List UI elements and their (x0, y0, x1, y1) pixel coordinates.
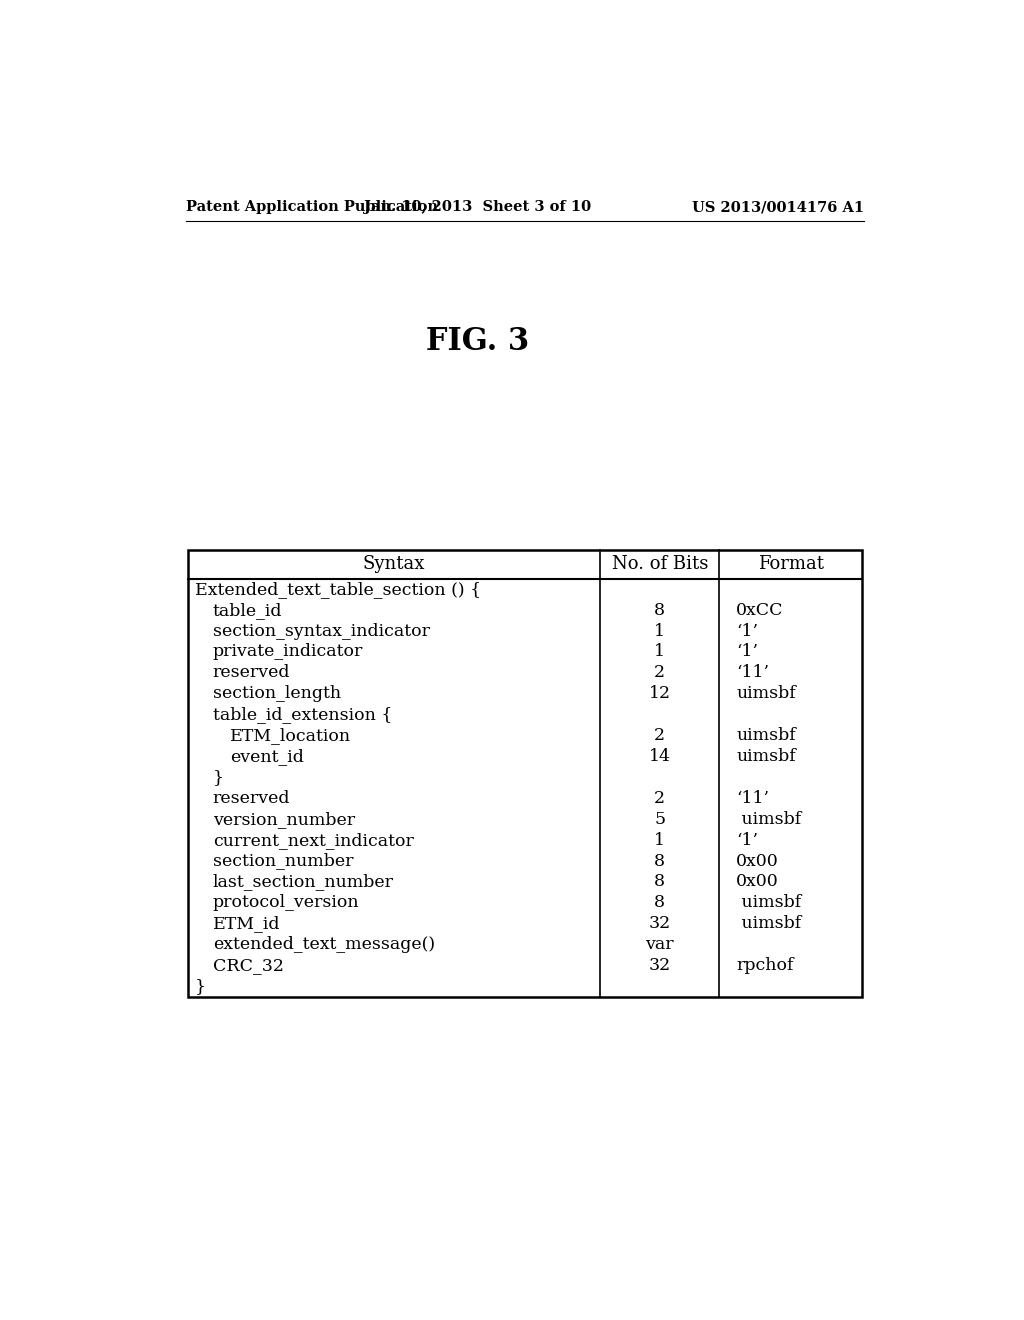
Text: 12: 12 (648, 685, 671, 702)
Text: 0xCC: 0xCC (736, 602, 783, 619)
Text: extended_text_message(): extended_text_message() (213, 936, 435, 953)
Text: uimsbf: uimsbf (736, 915, 802, 932)
Text: 2: 2 (654, 664, 666, 681)
Text: section_number: section_number (213, 853, 353, 870)
Text: var: var (645, 936, 674, 953)
Text: ‘1’: ‘1’ (736, 643, 759, 660)
Text: 14: 14 (649, 748, 671, 766)
Text: reserved: reserved (213, 789, 290, 807)
Text: 8: 8 (654, 602, 666, 619)
Text: 1: 1 (654, 832, 666, 849)
Text: last_section_number: last_section_number (213, 874, 394, 891)
Text: CRC_32: CRC_32 (213, 957, 284, 974)
Text: 2: 2 (654, 789, 666, 807)
Text: 0x00: 0x00 (736, 853, 779, 870)
Text: uimsbf: uimsbf (736, 810, 802, 828)
Text: table_id_extension {: table_id_extension { (213, 706, 392, 723)
Text: uimsbf: uimsbf (736, 895, 802, 911)
Text: Jan. 10, 2013  Sheet 3 of 10: Jan. 10, 2013 Sheet 3 of 10 (364, 201, 591, 214)
Text: No. of Bits: No. of Bits (611, 556, 708, 573)
Text: 32: 32 (648, 957, 671, 974)
Text: ‘11’: ‘11’ (736, 789, 769, 807)
Text: 8: 8 (654, 853, 666, 870)
Text: 1: 1 (654, 643, 666, 660)
Text: private_indicator: private_indicator (213, 643, 364, 660)
Text: current_next_indicator: current_next_indicator (213, 832, 414, 849)
Text: 5: 5 (654, 810, 666, 828)
Text: ETM_id: ETM_id (213, 915, 281, 932)
Text: uimsbf: uimsbf (736, 748, 796, 766)
Text: US 2013/0014176 A1: US 2013/0014176 A1 (691, 201, 863, 214)
Text: 1: 1 (654, 623, 666, 640)
Text: 32: 32 (648, 915, 671, 932)
Text: 2: 2 (654, 727, 666, 744)
Text: ‘1’: ‘1’ (736, 623, 759, 640)
Text: }: } (196, 978, 207, 995)
Text: Extended_text_table_section () {: Extended_text_table_section () { (196, 581, 481, 598)
Text: }: } (213, 770, 224, 785)
Text: FIG. 3: FIG. 3 (426, 326, 528, 356)
Text: protocol_version: protocol_version (213, 895, 359, 911)
Text: 8: 8 (654, 895, 666, 911)
Text: Syntax: Syntax (362, 556, 425, 573)
Text: ‘1’: ‘1’ (736, 832, 759, 849)
Text: section_syntax_indicator: section_syntax_indicator (213, 623, 430, 640)
Text: event_id: event_id (230, 748, 304, 766)
Text: reserved: reserved (213, 664, 290, 681)
Text: version_number: version_number (213, 810, 355, 828)
Text: uimsbf: uimsbf (736, 727, 796, 744)
Text: Patent Application Publication: Patent Application Publication (186, 201, 438, 214)
Text: ‘11’: ‘11’ (736, 664, 769, 681)
Text: uimsbf: uimsbf (736, 685, 796, 702)
Text: rpchof: rpchof (736, 957, 794, 974)
Text: 0x00: 0x00 (736, 874, 779, 891)
Text: 8: 8 (654, 874, 666, 891)
Text: ETM_location: ETM_location (230, 727, 351, 744)
Text: table_id: table_id (213, 602, 283, 619)
Text: section_length: section_length (213, 685, 341, 702)
Bar (187, 549, 862, 997)
Text: Format: Format (758, 556, 823, 573)
